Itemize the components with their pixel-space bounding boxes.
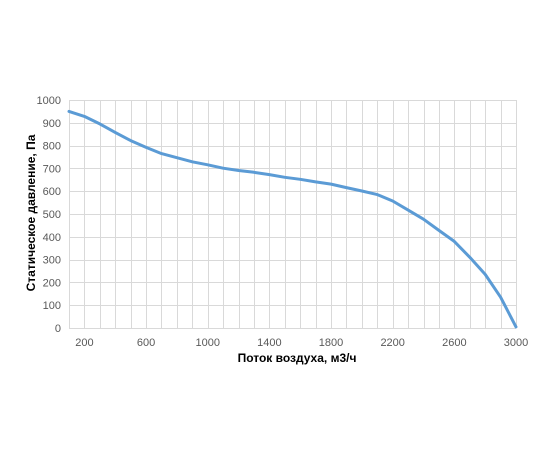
y-tick-label: 300 [43, 255, 61, 267]
x-tick-label: 2600 [442, 337, 466, 349]
grid-lines [69, 100, 517, 329]
x-tick-label: 1000 [195, 337, 219, 349]
x-tick-label: 1800 [319, 337, 343, 349]
data-series [67, 109, 518, 329]
x-axis-title: Поток воздуха, м3/ч [238, 351, 357, 365]
y-axis-title: Статическое давление, Па [24, 134, 38, 291]
y-tick-label: 400 [43, 232, 61, 244]
y-tick-label: 0 [55, 323, 61, 335]
y-tick-labels: 0 100 200 300 400 500 600 700 800 900 1000 [37, 95, 61, 335]
y-tick-label: 800 [43, 141, 61, 153]
y-tick-label: 700 [43, 163, 61, 175]
y-tick-label: 200 [43, 277, 61, 289]
x-tick-labels: 200 600 1000 1400 1800 2200 2600 3000 [75, 337, 528, 349]
x-tick-label: 3000 [504, 337, 528, 349]
y-tick-label: 500 [43, 209, 61, 221]
x-tick-label: 200 [75, 337, 93, 349]
x-tick-label: 1400 [257, 337, 281, 349]
y-tick-label: 900 [43, 118, 61, 130]
y-tick-label: 100 [43, 300, 61, 312]
y-tick-label: 1000 [37, 95, 61, 107]
series-line [67, 109, 518, 329]
x-tick-label: 600 [137, 337, 155, 349]
x-tick-label: 2200 [380, 337, 404, 349]
y-tick-label: 600 [43, 186, 61, 198]
